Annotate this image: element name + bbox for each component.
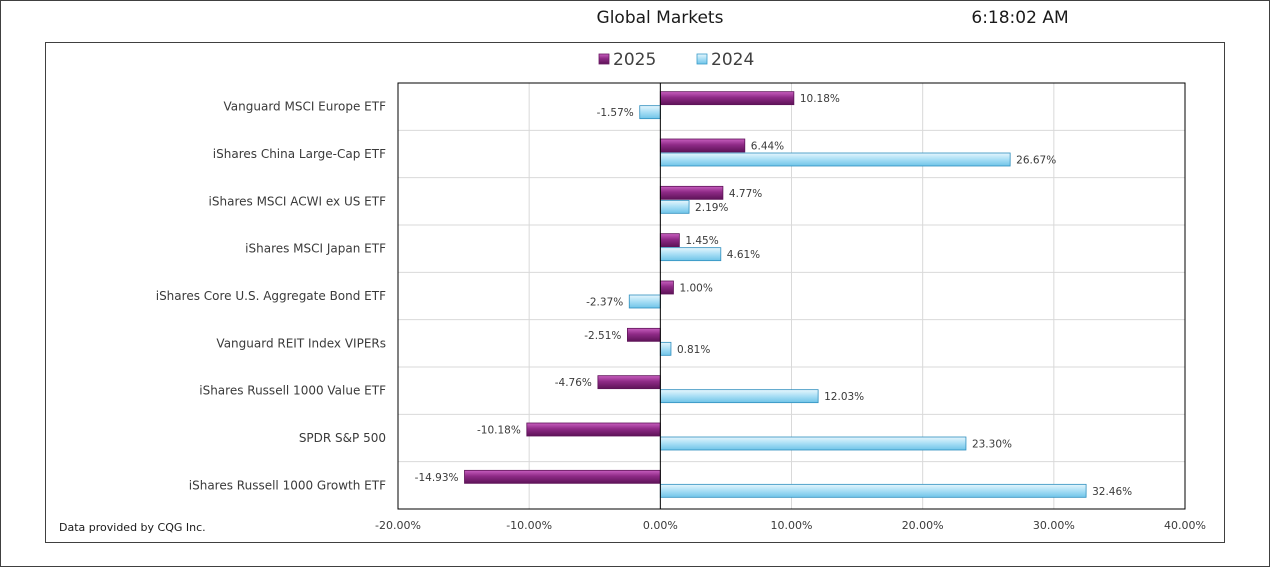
data-label-2024: -2.37% bbox=[586, 297, 623, 309]
data-label-2024: 4.61% bbox=[727, 249, 760, 261]
x-tick-label: 40.00% bbox=[1164, 519, 1206, 532]
bar-2024 bbox=[639, 105, 661, 120]
x-tick-label: -10.00% bbox=[506, 519, 552, 532]
data-label-2025: 1.45% bbox=[685, 235, 718, 247]
category-label: iShares MSCI Japan ETF bbox=[245, 242, 386, 256]
data-label-2024: 0.81% bbox=[677, 344, 710, 356]
x-tick-label: 10.00% bbox=[771, 519, 813, 532]
legend-label-2024: 2024 bbox=[711, 50, 754, 70]
data-label-2024: 32.46% bbox=[1092, 486, 1132, 498]
bar-2025 bbox=[627, 327, 661, 342]
category-label: iShares MSCI ACWI ex US ETF bbox=[209, 194, 387, 208]
clock-time: 6:18:02 AM bbox=[971, 8, 1069, 28]
bar-2025 bbox=[659, 91, 795, 106]
bar-2024 bbox=[659, 247, 722, 262]
bar-2024 bbox=[659, 389, 819, 404]
legend-label-2025: 2025 bbox=[613, 50, 656, 70]
x-tick-label: 20.00% bbox=[902, 519, 944, 532]
data-source-note: Data provided by CQG Inc. bbox=[59, 521, 206, 534]
data-label-2025: -14.93% bbox=[415, 472, 459, 484]
category-label: iShares Russell 1000 Growth ETF bbox=[189, 478, 386, 492]
bar-2024 bbox=[659, 341, 672, 356]
data-label-2025: -4.76% bbox=[555, 377, 592, 389]
bar-2024 bbox=[659, 152, 1011, 167]
category-label: iShares Core U.S. Aggregate Bond ETF bbox=[156, 289, 386, 303]
category-label: iShares China Large-Cap ETF bbox=[213, 147, 386, 161]
data-label-2024: 12.03% bbox=[824, 391, 864, 403]
bar-2024 bbox=[628, 294, 661, 309]
data-label-2025: -2.51% bbox=[584, 330, 621, 342]
page-title: Global Markets bbox=[596, 8, 724, 28]
x-tick-label: 30.00% bbox=[1033, 519, 1075, 532]
plot-area: Vanguard MSCI Europe ETF 10.18% -1.57% iSha… bbox=[156, 82, 1206, 532]
plot-border bbox=[397, 82, 1186, 510]
x-tick-label: -20.00% bbox=[375, 519, 421, 532]
data-label-2025: 4.77% bbox=[729, 188, 762, 200]
bar-2024 bbox=[659, 483, 1087, 498]
data-label-2025: 1.00% bbox=[679, 283, 712, 295]
bar-2025 bbox=[659, 233, 680, 248]
category-label: iShares Russell 1000 Value ETF bbox=[199, 384, 386, 398]
bar-2025 bbox=[464, 469, 661, 484]
data-label-2025: -10.18% bbox=[477, 425, 521, 437]
bar-2025 bbox=[526, 422, 661, 437]
legend-swatch-2024 bbox=[696, 53, 708, 65]
data-label-2024: 2.19% bbox=[695, 202, 728, 214]
data-label-2024: -1.57% bbox=[597, 107, 634, 119]
data-label-2025: 10.18% bbox=[800, 93, 840, 105]
category-label: Vanguard REIT Index VIPERs bbox=[216, 336, 386, 350]
x-tick-label: 0.00% bbox=[643, 519, 678, 532]
bar-2025 bbox=[597, 375, 661, 390]
data-label-2024: 26.67% bbox=[1016, 155, 1056, 167]
data-label-2025: 6.44% bbox=[751, 141, 784, 153]
bar-2024 bbox=[659, 199, 690, 214]
data-label-2024: 23.30% bbox=[972, 439, 1012, 451]
legend-swatch-2025 bbox=[598, 53, 610, 65]
legend: 2025 2024 bbox=[598, 50, 754, 70]
bar-2024 bbox=[659, 436, 967, 451]
category-label: SPDR S&P 500 bbox=[299, 431, 386, 445]
bar-2025 bbox=[659, 280, 674, 295]
category-label: Vanguard MSCI Europe ETF bbox=[224, 100, 387, 114]
bar-2025 bbox=[659, 138, 746, 153]
bar-2025 bbox=[659, 185, 724, 200]
